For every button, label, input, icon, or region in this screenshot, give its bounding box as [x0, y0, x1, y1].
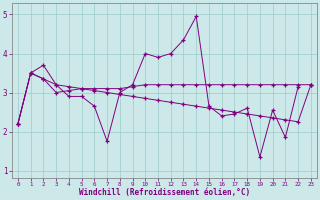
X-axis label: Windchill (Refroidissement éolien,°C): Windchill (Refroidissement éolien,°C) [79, 188, 250, 197]
